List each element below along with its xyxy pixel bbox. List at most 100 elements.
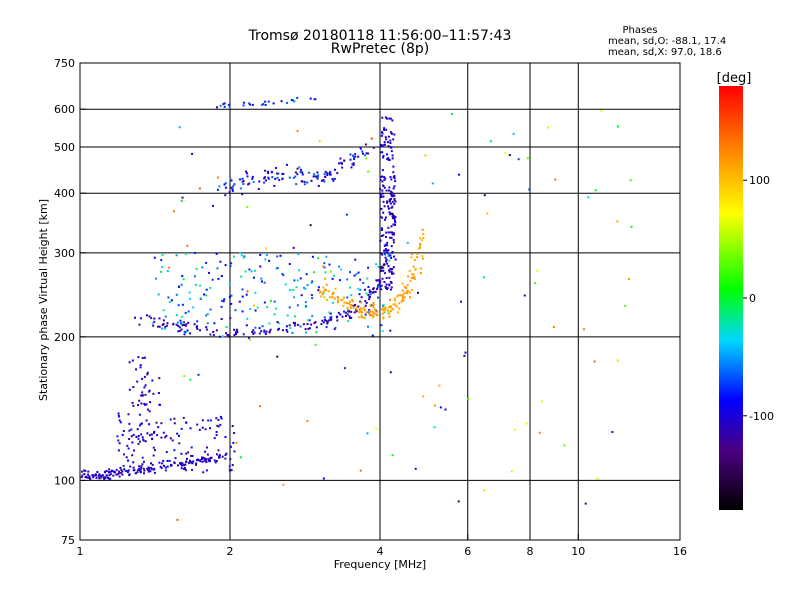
echo-point [172,323,175,326]
echo-point [203,457,206,460]
echo-point [624,304,627,307]
echo-point [364,154,366,157]
echo-point [252,181,255,184]
echo-point [368,312,371,315]
echo-point [208,271,210,274]
echo-point [97,475,100,477]
echo-point [217,176,219,179]
echo-point [367,325,369,328]
echo-point [380,145,383,148]
echo-point [178,326,181,329]
echo-point [370,304,373,307]
stats-line-o: mean, sd,O: -88.1, 17.4 [608,36,726,47]
echo-point [228,191,231,194]
echo-point [347,320,350,323]
echo-point [182,278,185,281]
echo-point [263,329,266,332]
y-tick-label: 750 [54,57,75,70]
echo-point [384,218,386,221]
echo-point [349,300,351,303]
echo-point [118,470,120,473]
echo-point [388,211,391,214]
echo-point [253,331,256,334]
echo-point [174,457,177,460]
echo-point [228,283,231,286]
echo-point [368,289,371,292]
echo-point [376,286,379,289]
echo-point [123,468,126,471]
echo-point [320,179,323,182]
colorbar-ticks: 100 0 -100 [743,174,774,423]
echo-point [385,248,387,251]
echo-point [390,225,393,228]
y-tick-label: 75 [61,534,75,547]
echo-point [365,157,368,160]
echo-point [171,439,174,442]
echo-point [411,288,413,291]
echo-point [383,281,386,283]
echo-point [404,296,407,299]
echo-point [212,204,214,207]
echo-point [323,316,326,319]
echo-point [191,468,193,471]
echo-point [296,96,299,99]
echo-point [205,328,208,331]
echo-point [393,255,395,258]
echo-point [249,338,252,341]
echo-point [387,158,390,161]
echo-point [323,172,326,175]
echo-point [379,176,382,178]
echo-point [419,267,422,270]
echo-point [205,469,208,472]
echo-point [392,266,395,269]
echo-point [137,435,140,437]
echo-point [156,434,159,437]
echo-point [240,254,243,257]
echo-point [387,205,390,208]
echo-point [393,197,396,200]
echo-point [199,284,202,287]
echo-point [134,316,136,319]
echo-point [394,200,397,203]
echo-point [266,306,269,309]
echo-point [161,323,164,326]
echo-point [336,296,339,298]
echo-point [188,291,191,294]
echo-point [345,302,348,304]
echo-point [384,143,386,146]
echo-point [150,462,152,465]
echo-point [158,403,161,406]
echo-point [175,293,178,296]
echo-point [282,274,285,277]
echo-point [259,253,262,256]
echo-point [350,306,352,309]
echo-point [207,419,210,422]
echo-point [587,196,590,199]
echo-point [178,442,181,445]
echo-point [148,423,151,426]
echo-point [343,301,346,304]
echo-point [330,315,333,318]
echo-point [388,253,390,256]
echo-point [409,280,412,282]
echo-point [381,229,383,231]
echo-point [358,309,361,312]
echo-point [331,178,334,180]
echo-point [180,199,183,202]
echo-point [208,457,211,460]
echo-point [391,195,394,198]
echo-point [243,255,246,258]
echo-point [231,425,234,427]
echo-point [168,300,171,303]
echo-point [143,386,146,389]
echo-point [392,232,395,235]
echo-point [596,477,599,480]
echo-point [383,128,386,131]
echo-point [288,306,291,309]
echo-point [352,163,355,166]
echo-point [367,311,370,314]
echo-point [152,324,155,327]
echo-point [386,262,389,265]
echo-point [117,473,119,475]
echo-point [264,100,267,103]
